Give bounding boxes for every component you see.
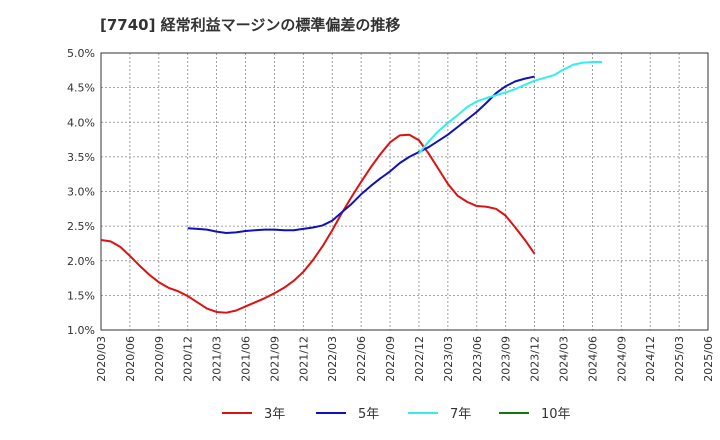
x-tick-label: 2024/12 xyxy=(644,336,657,382)
y-tick-label: 5.0% xyxy=(67,47,95,60)
y-tick-label: 3.0% xyxy=(67,186,95,199)
x-tick-label: 2022/03 xyxy=(326,336,339,382)
x-tick-label: 2023/09 xyxy=(500,336,513,382)
x-tick-label: 2025/06 xyxy=(702,336,715,382)
series-line-5年 xyxy=(187,75,535,235)
legend-label: 5年 xyxy=(358,407,379,422)
x-tick-label: 2021/09 xyxy=(268,336,281,382)
y-tick-label: 1.5% xyxy=(67,289,95,302)
x-tick-label: 2025/03 xyxy=(673,336,686,382)
x-tick-label: 2020/09 xyxy=(153,336,166,382)
x-tick-label: 2020/12 xyxy=(182,336,195,382)
x-tick-label: 2023/03 xyxy=(442,336,455,382)
y-tick-label: 4.5% xyxy=(67,82,95,95)
x-tick-label: 2020/03 xyxy=(95,336,108,382)
x-tick-label: 2024/03 xyxy=(557,336,570,382)
y-tick-label: 2.0% xyxy=(67,255,95,268)
legend: 3年 5年 7年 10年 xyxy=(222,407,571,422)
x-axis-ticks: 2020/03 2020/06 2020/09 2020/12 2021/03 2021/… xyxy=(95,336,715,382)
y-tick-label: 3.5% xyxy=(67,151,95,164)
x-tick-label: 2023/06 xyxy=(471,336,484,382)
series-line-3年 xyxy=(100,133,536,314)
x-tick-label: 2022/06 xyxy=(355,336,368,382)
grid-lines xyxy=(100,52,709,331)
x-tick-label: 2024/09 xyxy=(615,336,628,382)
y-tick-label: 1.0% xyxy=(67,324,95,337)
y-tick-label: 4.0% xyxy=(67,116,95,129)
x-tick-label: 2023/12 xyxy=(529,336,542,382)
x-tick-label: 2021/03 xyxy=(211,336,224,382)
legend-label: 10年 xyxy=(541,407,571,422)
legend-label: 3年 xyxy=(264,407,285,422)
y-tick-label: 2.5% xyxy=(67,220,95,233)
plot-area xyxy=(100,52,709,331)
x-tick-label: 2021/06 xyxy=(240,336,253,382)
x-tick-label: 2022/09 xyxy=(384,336,397,382)
legend-label: 7年 xyxy=(450,407,471,422)
x-tick-label: 2020/06 xyxy=(124,336,137,382)
x-tick-label: 2021/12 xyxy=(297,336,310,382)
x-tick-label: 2022/12 xyxy=(413,336,426,382)
chart-title: [7740] 経常利益マージンの標準偏差の推移 xyxy=(100,16,401,34)
series-lines xyxy=(100,61,603,314)
x-tick-label: 2024/06 xyxy=(586,336,599,382)
y-axis-ticks: 1.0% 1.5% 2.0% 2.5% 3.0% 3.5% 4.0% 4.5% 5.0% xyxy=(67,47,95,337)
series-line-7年 xyxy=(418,61,603,155)
